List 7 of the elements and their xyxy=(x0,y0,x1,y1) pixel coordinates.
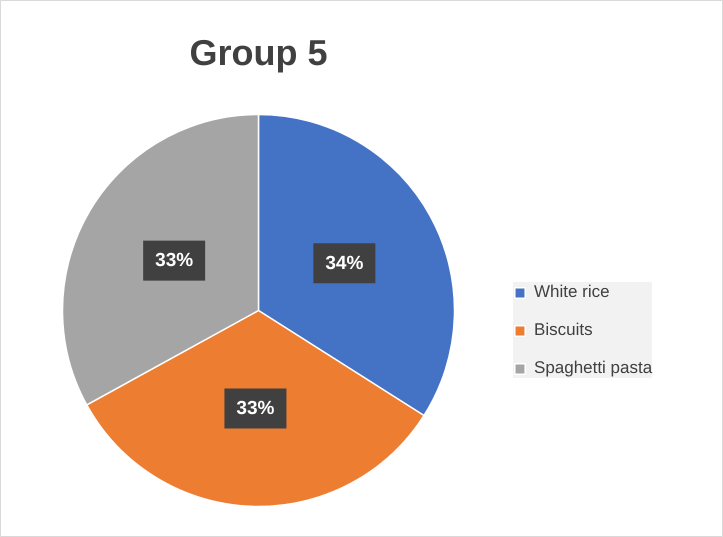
data-label: 33% xyxy=(236,398,275,419)
chart-title: Group 5 xyxy=(189,32,328,73)
legend-label: Biscuits xyxy=(534,320,593,340)
legend-label: White rice xyxy=(534,282,610,302)
data-label: 33% xyxy=(155,250,194,272)
legend-label: Spaghetti pasta xyxy=(534,358,652,378)
data-label: 34% xyxy=(325,252,364,274)
